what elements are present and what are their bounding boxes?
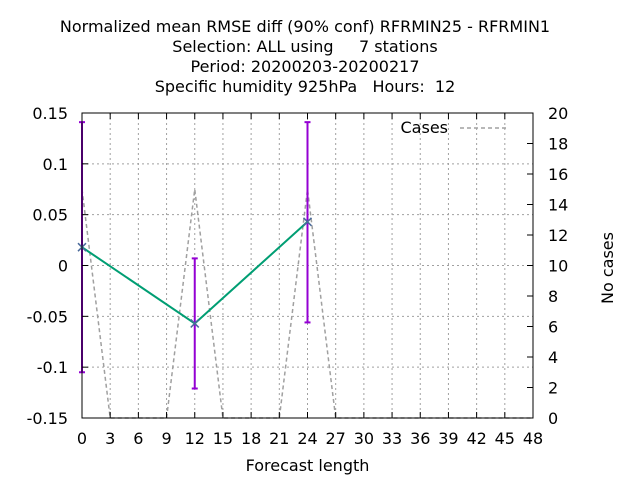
y-tick-label: -0.15 xyxy=(27,409,68,428)
x-tick-label: 24 xyxy=(297,429,317,448)
x-tick-label: 30 xyxy=(354,429,374,448)
chart-title-line-3: Period: 20200203-20200217 xyxy=(190,57,420,76)
x-tick-label: 6 xyxy=(133,429,143,448)
x-tick-label: 42 xyxy=(466,429,486,448)
y2-tick-label: 14 xyxy=(548,196,568,215)
y-tick-label: -0.05 xyxy=(27,307,68,326)
x-tick-label: 12 xyxy=(185,429,205,448)
x-tick-label: 18 xyxy=(241,429,261,448)
chart-title-line-4: Specific humidity 925hPa Hours: 12 xyxy=(154,77,456,96)
legend-label-cases: Cases xyxy=(401,118,449,137)
y2-tick-label: 2 xyxy=(548,379,558,398)
rmse-series xyxy=(77,121,313,390)
y2-tick-label: 0 xyxy=(548,409,558,428)
x-tick-label: 3 xyxy=(105,429,115,448)
y2-tick-label: 10 xyxy=(548,257,568,276)
chart-title-line-1: Normalized mean RMSE diff (90% conf) RFR… xyxy=(59,17,551,36)
x-tick-label: 39 xyxy=(438,429,458,448)
rmse-point xyxy=(190,318,200,328)
y-tick-label: -0.1 xyxy=(37,358,68,377)
x-tick-label: 0 xyxy=(77,429,87,448)
rmse-point-stroke xyxy=(190,318,200,328)
y-tick-label: 0 xyxy=(58,257,68,276)
legend: Cases xyxy=(401,118,506,137)
y2-tick-label: 8 xyxy=(548,287,558,306)
y-tick-label: 0.15 xyxy=(32,104,68,123)
x-tick-label: 48 xyxy=(523,429,543,448)
y2-tick-label: 16 xyxy=(548,165,568,184)
x-axis-label: Forecast length xyxy=(246,456,370,475)
y2-tick-label: 20 xyxy=(548,104,568,123)
x-tick-label: 33 xyxy=(382,429,402,448)
chart-title-line-2: Selection: ALL using 7 stations xyxy=(172,37,438,56)
rmse-point xyxy=(302,217,313,227)
rmse-point-stroke xyxy=(302,217,313,227)
y2-tick-label: 4 xyxy=(548,348,558,367)
y2-tick-label: 12 xyxy=(548,226,568,245)
tick-layer: 0 3 6 9 12 15 18 21 24 27 30 33 36 39 42 45 480.150.10.0… xyxy=(27,104,569,448)
y-tick-label: 0.05 xyxy=(32,206,68,225)
x-tick-label: 9 xyxy=(161,429,171,448)
y-tick-label: 0.1 xyxy=(43,155,68,174)
x-tick-label: 27 xyxy=(326,429,346,448)
x-tick-label: 21 xyxy=(269,429,289,448)
x-tick-label: 45 xyxy=(495,429,515,448)
y2-tick-label: 6 xyxy=(548,318,558,337)
y2-tick-label: 18 xyxy=(548,135,568,154)
y2-axis-label: No cases xyxy=(598,232,617,304)
x-tick-label: 15 xyxy=(213,429,233,448)
x-tick-label: 36 xyxy=(410,429,430,448)
